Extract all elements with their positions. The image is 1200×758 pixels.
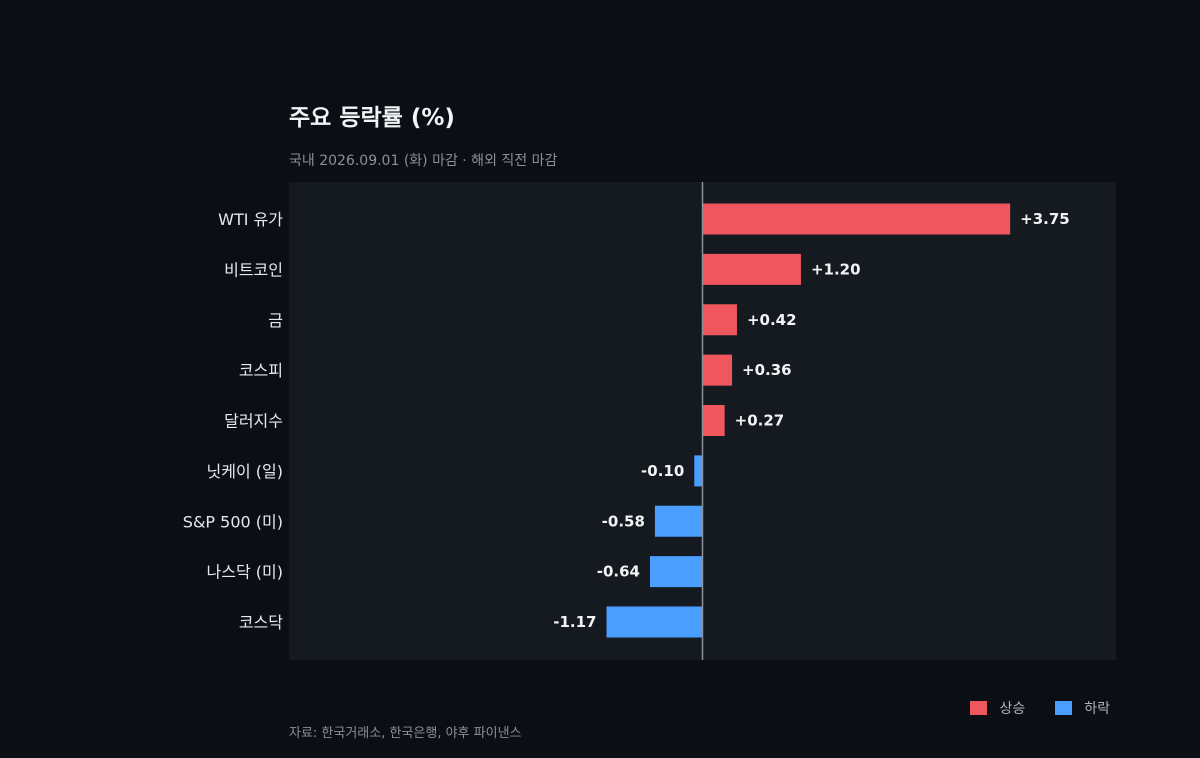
category-label-5: 닛케이 (일): [207, 462, 283, 481]
data-label-2: +0.42: [747, 311, 797, 329]
chart-subtitle: 국내 2026.09.01 (화) 마감 · 해외 직전 마감: [289, 153, 558, 169]
bar-8: [606, 606, 703, 638]
legend-item-down: 하락: [1055, 698, 1110, 718]
data-label-1: +1.20: [811, 260, 861, 278]
data-label-6: -0.58: [602, 512, 645, 530]
data-label-4: +0.27: [735, 412, 785, 430]
bar-6: [654, 505, 703, 537]
data-label-8: -1.17: [553, 613, 596, 631]
legend-swatch-down: [1055, 701, 1073, 715]
category-label-7: 나스닥 (미): [207, 563, 283, 582]
legend-swatch-up: [970, 701, 988, 715]
category-label-6: S&P 500 (미): [183, 512, 283, 531]
data-label-0: +3.75: [1020, 210, 1070, 228]
legend-item-up: 상승: [970, 698, 1025, 718]
bar-7: [649, 556, 703, 588]
bar-3: [702, 354, 733, 386]
legend-label-down: 하락: [1084, 701, 1110, 717]
category-label-1: 비트코인: [224, 260, 283, 279]
chart-title: 주요 등락률 (%): [289, 105, 455, 131]
category-label-2: 금: [268, 311, 283, 330]
data-label-3: +0.36: [742, 361, 792, 379]
bar-0: [702, 203, 1011, 235]
category-label-0: WTI 유가: [218, 210, 283, 229]
bars-group: +3.75 WTI 유가 +1.20 비트코인 +0.42 금 +0.36 코스피 +0.27 달…: [183, 203, 1070, 638]
category-label-4: 달러지수: [224, 412, 283, 431]
category-label-3: 코스피: [239, 361, 283, 380]
bar-4: [702, 405, 725, 436]
data-label-7: -0.64: [597, 563, 640, 581]
legend: 상승 하락: [970, 698, 1110, 718]
legend-label-up: 상승: [999, 701, 1026, 717]
source-note: 자료: 한국거래소, 한국은행, 야후 파이낸스: [289, 726, 522, 741]
bar-1: [702, 253, 801, 285]
category-label-8: 코스닥: [239, 613, 283, 632]
bar-2: [702, 304, 737, 336]
bar-5: [694, 455, 703, 487]
data-label-5: -0.10: [641, 462, 684, 480]
